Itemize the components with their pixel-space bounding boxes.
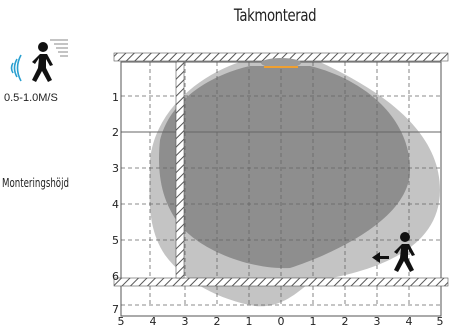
distance-tick: 0 [278, 315, 285, 328]
height-tick: 2 [112, 126, 119, 139]
walking-person-icon [394, 232, 415, 272]
inner-detection-zone [159, 66, 410, 269]
floor [113, 277, 449, 287]
mounting-height-label: Monteringshöjd [2, 176, 69, 190]
distance-tick: 1 [310, 315, 317, 328]
ceiling-sensor-icon [261, 58, 301, 68]
distance-tick: 5 [118, 315, 125, 328]
distance-tick: 2 [214, 315, 221, 328]
left-arrow-icon [372, 252, 389, 263]
speed-lines [50, 39, 68, 57]
height-tick: 6 [112, 270, 119, 283]
wall [175, 61, 185, 279]
grid [121, 62, 441, 306]
height-tick: 1 [112, 91, 119, 104]
distance-tick: 2 [342, 315, 349, 328]
height-tick: 4 [112, 198, 119, 211]
height-tick: 3 [112, 162, 119, 175]
distance-tick: 4 [150, 315, 157, 328]
distance-tick: 5 [437, 315, 444, 328]
height-tick: 7 [112, 303, 119, 316]
speed-label: 0.5-1.0M/S [4, 92, 58, 104]
distance-tick: 4 [406, 315, 413, 328]
diagram-title: Takmonterad [233, 6, 317, 26]
distance-tick: 3 [374, 315, 381, 328]
walking-person-icon [32, 42, 53, 82]
distance-tick: 3 [182, 315, 189, 328]
distance-tick: 1 [246, 315, 253, 328]
height-tick: 5 [112, 234, 119, 247]
motion-waves-icon [10, 54, 22, 82]
